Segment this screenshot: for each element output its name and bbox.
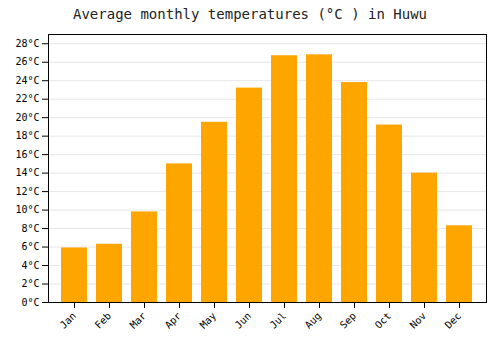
svg-text:8°C: 8°C: [21, 223, 39, 234]
svg-text:May: May: [198, 310, 219, 331]
html-text:Average monthly temperatures (: Average monthly temperatures (°C ) in Hu…: [73, 6, 427, 22]
svg-text:28°C: 28°C: [15, 38, 39, 49]
svg-text:4°C: 4°C: [21, 260, 39, 271]
svg-text:16°C: 16°C: [15, 149, 39, 160]
svg-text:Jan: Jan: [58, 310, 79, 331]
svg-text:18°C: 18°C: [15, 130, 39, 141]
svg-text:Mar: Mar: [128, 310, 149, 331]
svg-text:6°C: 6°C: [21, 241, 39, 252]
svg-text:Oct: Oct: [373, 310, 394, 331]
svg-text:Sep: Sep: [338, 310, 359, 331]
svg-text:Apr: Apr: [163, 310, 184, 331]
svg-text:22°C: 22°C: [15, 93, 39, 104]
svg-text:26°C: 26°C: [15, 56, 39, 67]
svg-text:20°C: 20°C: [15, 112, 39, 123]
svg-text:0°C: 0°C: [21, 297, 39, 308]
svg-text:Jun: Jun: [233, 310, 254, 331]
svg-text:Jul: Jul: [268, 310, 289, 331]
svg-text:2°C: 2°C: [21, 278, 39, 289]
svg-text:14°C: 14°C: [15, 167, 39, 178]
svg-text:24°C: 24°C: [15, 75, 39, 86]
svg-text:Nov: Nov: [408, 310, 429, 331]
svg-text:12°C: 12°C: [15, 186, 39, 197]
svg-text:Dec: Dec: [443, 310, 464, 331]
svg-text:Feb: Feb: [93, 310, 114, 331]
svg-text:10°C: 10°C: [15, 204, 39, 215]
svg-text:Aug: Aug: [303, 310, 324, 331]
